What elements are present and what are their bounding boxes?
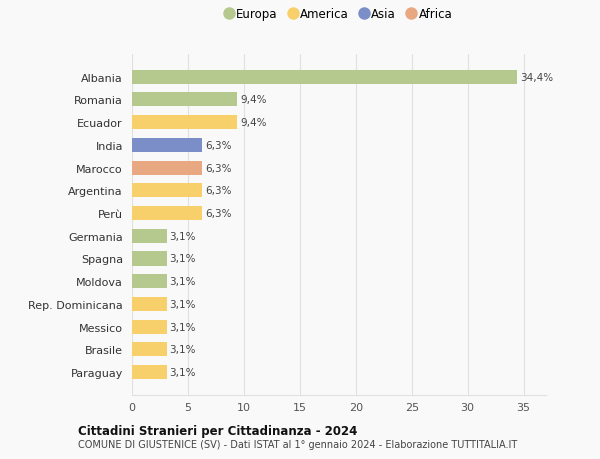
Text: 3,1%: 3,1% (169, 345, 196, 355)
Bar (132, 365, 167, 379)
Bar (132, 161, 202, 175)
Text: 6,3%: 6,3% (205, 163, 232, 173)
Bar (132, 274, 167, 289)
Text: 6,3%: 6,3% (205, 208, 232, 218)
Text: 3,1%: 3,1% (169, 254, 196, 264)
Text: 9,4%: 9,4% (240, 95, 266, 105)
Bar (132, 93, 237, 107)
Text: 3,1%: 3,1% (169, 367, 196, 377)
Text: 6,3%: 6,3% (205, 140, 232, 151)
Text: 3,1%: 3,1% (169, 322, 196, 332)
Bar (132, 116, 237, 130)
Text: COMUNE DI GIUSTENICE (SV) - Dati ISTAT al 1° gennaio 2024 - Elaborazione TUTTITA: COMUNE DI GIUSTENICE (SV) - Dati ISTAT a… (78, 440, 517, 449)
Bar (132, 320, 167, 334)
Bar (132, 71, 517, 84)
Text: 3,1%: 3,1% (169, 299, 196, 309)
Bar (132, 184, 202, 198)
Bar (132, 139, 202, 152)
Bar (132, 297, 167, 311)
Text: 9,4%: 9,4% (240, 118, 266, 128)
Text: 34,4%: 34,4% (520, 73, 553, 83)
Bar (132, 252, 167, 266)
Bar (132, 342, 167, 357)
Text: 3,1%: 3,1% (169, 277, 196, 286)
Text: 3,1%: 3,1% (169, 231, 196, 241)
Legend: Europa, America, Asia, Africa: Europa, America, Asia, Africa (221, 3, 457, 26)
Text: Cittadini Stranieri per Cittadinanza - 2024: Cittadini Stranieri per Cittadinanza - 2… (78, 424, 358, 437)
Text: 6,3%: 6,3% (205, 186, 232, 196)
Bar (132, 207, 202, 221)
Bar (132, 229, 167, 243)
